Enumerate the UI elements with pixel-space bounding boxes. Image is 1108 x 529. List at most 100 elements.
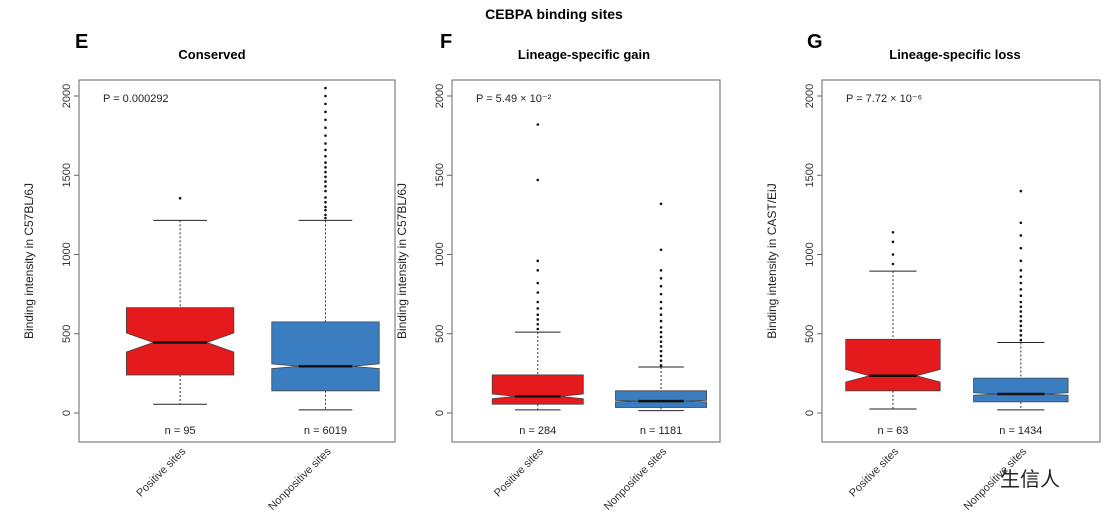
p-value-text: P = 7.72 × 10⁻⁶ <box>846 93 922 105</box>
outlier-point <box>1019 324 1023 328</box>
y-tick-label: 0 <box>434 410 446 416</box>
panel-letter: G <box>807 31 823 53</box>
x-category-label: Positive sites <box>847 445 901 499</box>
outlier-point <box>1019 300 1023 304</box>
outlier-point <box>659 284 663 288</box>
y-tick-label: 1000 <box>61 242 73 266</box>
outlier-point <box>324 148 327 152</box>
outlier-point <box>659 340 663 343</box>
x-category-label: Positive sites <box>134 445 188 499</box>
panels: E Conserved 0 500 1000 1500 2000 Binding intens… <box>22 31 1101 513</box>
p-value-text: P = 5.49 × 10⁻² <box>476 93 552 105</box>
y-tick-label: 2000 <box>61 84 73 108</box>
outlier-point <box>324 216 327 220</box>
y-tick-label: 1500 <box>804 163 816 187</box>
outlier-point <box>1019 310 1023 313</box>
n-count-text: n = 284 <box>519 425 556 437</box>
outlier-point <box>536 313 540 317</box>
outlier-point <box>324 94 327 98</box>
outlier-point <box>324 189 327 193</box>
y-tick-label: 1500 <box>61 163 73 187</box>
outlier-point <box>1019 234 1023 237</box>
outlier-point <box>324 166 327 169</box>
box-body <box>271 321 380 392</box>
panel-letter: E <box>75 31 88 53</box>
box-nonpositive: n = 6019 Nonpositive sites <box>266 86 380 513</box>
outlier-point <box>1019 329 1023 332</box>
n-count-text: n = 95 <box>165 425 196 437</box>
panel-title: Lineage-specific loss <box>889 47 1021 62</box>
outlier-point <box>324 126 327 129</box>
box-nonpositive: n = 1181 Nonpositive sites <box>602 202 707 513</box>
panel-title: Lineage-specific gain <box>518 47 650 62</box>
outlier-point <box>659 349 663 353</box>
outlier-point <box>891 240 895 244</box>
outlier-point <box>324 134 327 137</box>
outlier-point <box>659 335 663 339</box>
figure-title: CEBPA binding sites <box>485 6 623 22</box>
x-category-label: Positive sites <box>492 445 546 499</box>
y-tick-label: 1000 <box>434 242 446 266</box>
outlier-point <box>324 200 327 204</box>
outlier-point <box>536 300 540 304</box>
y-tick-label: 2000 <box>804 84 816 108</box>
outlier-point <box>1019 288 1023 291</box>
outlier-point <box>1019 334 1023 337</box>
y-axis-label: Binding intensity in C57BL/6J <box>395 183 409 339</box>
outlier-point <box>536 259 540 263</box>
outlier-point <box>324 196 327 199</box>
outlier-point <box>178 196 182 200</box>
n-count-text: n = 63 <box>878 425 909 437</box>
outlier-point <box>536 322 540 326</box>
outlier-point <box>536 281 540 285</box>
outlier-point <box>324 154 327 158</box>
y-tick-label: 1000 <box>804 242 816 266</box>
outlier-point <box>659 354 663 358</box>
n-count-text: n = 6019 <box>304 425 347 437</box>
outlier-point <box>1019 294 1023 298</box>
p-value-text: P = 0.000292 <box>103 93 169 105</box>
outlier-point <box>659 307 663 310</box>
outlier-point <box>659 319 663 323</box>
box-positive: n = 63 Positive sites <box>845 231 941 500</box>
panel-e: E Conserved 0 500 1000 1500 2000 Binding intens… <box>22 31 396 513</box>
box-body <box>491 374 584 405</box>
outlier-point <box>324 102 327 106</box>
outlier-point <box>1019 269 1023 272</box>
box-body <box>973 377 1069 403</box>
panel-g: G Lineage-specific loss 0 500 1000 1500 2000 Bi… <box>765 31 1101 513</box>
outlier-point <box>324 142 327 145</box>
outlier-point <box>1019 189 1023 193</box>
outlier-point <box>659 269 663 272</box>
plot-frame <box>451 79 721 443</box>
outlier-point <box>536 291 540 294</box>
outlier-point <box>536 318 540 321</box>
outlier-point <box>659 313 663 317</box>
x-category-label: Nonpositive sites <box>602 445 670 513</box>
outlier-point <box>1019 246 1023 250</box>
outlier-point <box>1019 259 1023 263</box>
outlier-point <box>659 326 663 329</box>
y-tick-label: 500 <box>434 325 446 343</box>
outlier-point <box>324 213 327 217</box>
outlier-point <box>324 185 327 188</box>
box-body <box>615 390 707 408</box>
outlier-point <box>1019 319 1023 323</box>
outlier-point <box>659 292 663 296</box>
plot-frame <box>78 79 396 443</box>
outlier-point <box>324 175 327 179</box>
y-axis-label: Binding intensity in CAST/EiJ <box>765 183 779 338</box>
n-count-text: n = 1434 <box>999 425 1042 437</box>
y-tick-label: 500 <box>61 325 73 343</box>
outlier-point <box>659 359 663 362</box>
outlier-point <box>536 327 540 331</box>
outlier-point <box>1019 305 1023 309</box>
outlier-point <box>659 364 663 367</box>
outlier-point <box>1019 281 1023 285</box>
box-positive: n = 284 Positive sites <box>491 123 584 500</box>
outlier-point <box>659 300 663 304</box>
outlier-point <box>1019 338 1023 342</box>
